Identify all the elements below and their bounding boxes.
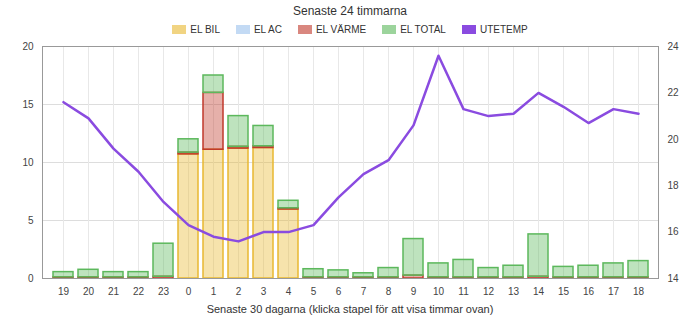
svg-text:9: 9 bbox=[411, 286, 417, 297]
svg-text:18: 18 bbox=[668, 180, 680, 191]
html-text:EL BIL: EL BIL bbox=[190, 23, 220, 35]
svg-text:6: 6 bbox=[336, 286, 342, 297]
svg-text:4: 4 bbox=[286, 286, 292, 297]
html-text:EL AC: EL AC bbox=[254, 23, 282, 35]
svg-text:22: 22 bbox=[133, 286, 145, 297]
svg-text:7: 7 bbox=[361, 286, 367, 297]
svg-text:3: 3 bbox=[261, 286, 267, 297]
svg-text:16: 16 bbox=[583, 286, 595, 297]
svg-text:19: 19 bbox=[58, 286, 70, 297]
svg-text:11: 11 bbox=[458, 286, 469, 297]
svg-text:20: 20 bbox=[83, 286, 95, 297]
svg-text:13: 13 bbox=[508, 286, 520, 297]
svg-text:1: 1 bbox=[211, 286, 217, 297]
svg-text:22: 22 bbox=[668, 87, 680, 98]
svg-text:14: 14 bbox=[533, 286, 545, 297]
svg-text:24: 24 bbox=[668, 41, 680, 52]
svg-text:10: 10 bbox=[22, 157, 34, 168]
svg-text:15: 15 bbox=[558, 286, 570, 297]
svg-text:5: 5 bbox=[311, 286, 317, 297]
svg-text:0: 0 bbox=[186, 286, 192, 297]
svg-text:17: 17 bbox=[608, 286, 620, 297]
html-text:EL VÄRME: EL VÄRME bbox=[315, 23, 367, 35]
svg-text:21: 21 bbox=[108, 286, 120, 297]
svg-text:20: 20 bbox=[668, 134, 680, 145]
svg-text:18: 18 bbox=[633, 286, 645, 297]
svg-text:12: 12 bbox=[483, 286, 495, 297]
svg-text:15: 15 bbox=[22, 99, 34, 110]
html-text:Senaste 24 timmarna: Senaste 24 timmarna bbox=[293, 4, 407, 18]
svg-text:10: 10 bbox=[433, 286, 445, 297]
svg-text:8: 8 bbox=[386, 286, 392, 297]
svg-text:0: 0 bbox=[28, 273, 34, 284]
svg-text:16: 16 bbox=[668, 226, 680, 237]
html-text:EL TOTAL: EL TOTAL bbox=[400, 23, 446, 35]
svg-text:2: 2 bbox=[236, 286, 242, 297]
svg-text:14: 14 bbox=[668, 273, 680, 284]
svg-text:5: 5 bbox=[28, 215, 34, 226]
html-text:Senaste 30 dagarna (klicka sta: Senaste 30 dagarna (klicka stapel för at… bbox=[206, 303, 494, 315]
svg-text:20: 20 bbox=[22, 41, 34, 52]
svg-text:23: 23 bbox=[158, 286, 170, 297]
html-text:UTETEMP: UTETEMP bbox=[479, 23, 528, 35]
